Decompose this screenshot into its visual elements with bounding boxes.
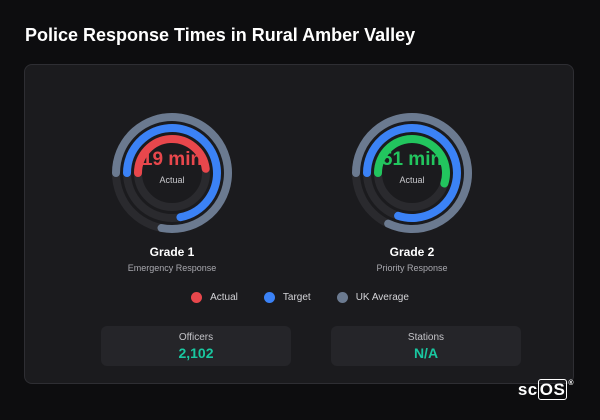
legend-item-target: Target (263, 292, 311, 303)
uk-average-arc (112, 113, 232, 233)
actual-arc (374, 135, 450, 188)
ring-gauge-chart (112, 113, 232, 233)
stat-label: Stations (407, 332, 445, 343)
gauge-actual-label: Actual (399, 175, 425, 185)
legend-label: Target (282, 292, 311, 303)
logo-registered: ® (568, 380, 574, 387)
page-title: Police Response Times in Rural Amber Val… (25, 25, 416, 45)
gauge-grade-title: Grade 1 (149, 245, 195, 259)
legend-swatch-uk-average (336, 292, 348, 303)
gauge-actual-value: 19 min (141, 149, 203, 170)
actual-arc (134, 135, 210, 177)
gauge-grade-1: 19 min Actual Grade 1 Emergency Response (102, 103, 242, 283)
gauge-actual-value: 51 min (381, 149, 443, 170)
gauge-grade-2: 51 min Actual Grade 2 Priority Response (342, 103, 482, 283)
scos-logo: sc OS ® (517, 379, 574, 400)
legend-swatch-target (263, 292, 275, 303)
legend-label: Actual (210, 292, 238, 303)
logo-boxed: OS (537, 379, 568, 400)
gauge-grade-description: Priority Response (376, 263, 448, 273)
stat-value: N/A (413, 345, 439, 361)
stat-officers: Officers 2,102 (101, 326, 291, 366)
gauge-grade-description: Emergency Response (127, 263, 217, 273)
gauge-actual-label: Actual (159, 175, 185, 185)
uk-average-arc (352, 113, 472, 233)
legend-swatch-actual (191, 292, 203, 303)
target-arc (123, 124, 221, 222)
target-arc (363, 124, 461, 222)
legend-label: UK Average (355, 292, 409, 303)
logo-prefix: sc (517, 380, 538, 399)
legend-item-actual: Actual (191, 292, 238, 303)
ring-gauge-chart (352, 113, 472, 233)
stat-stations: Stations N/A (331, 326, 521, 366)
stat-label: Officers (178, 332, 214, 343)
legend: Actual Target UK Average (25, 292, 575, 303)
dashboard-card: 19 min Actual Grade 1 Emergency Response… (24, 64, 574, 384)
gauge-grade-title: Grade 2 (389, 245, 435, 259)
legend-item-uk-average: UK Average (336, 292, 409, 303)
stat-value: 2,102 (178, 345, 214, 361)
